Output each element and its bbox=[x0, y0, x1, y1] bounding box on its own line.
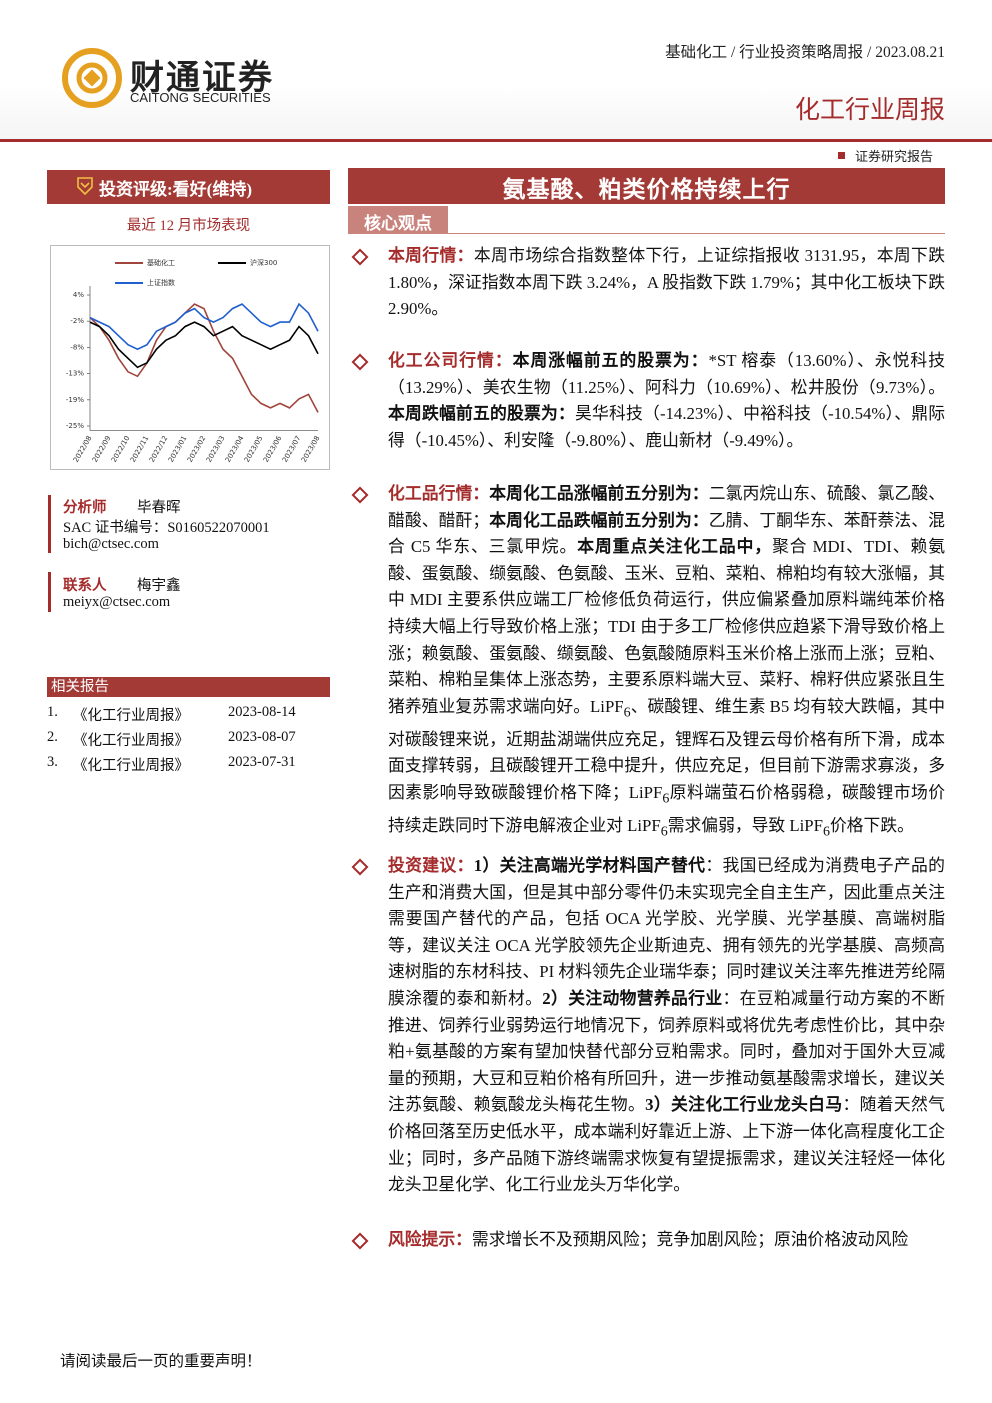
related-date: 2023-07-31 bbox=[228, 754, 296, 770]
rating-box bbox=[47, 170, 330, 204]
section-tab bbox=[348, 206, 448, 234]
bullet-icon bbox=[351, 486, 369, 504]
body-text: 乙腈、丁酮华东、苯酐萘法、混合 C5 华东、三氯甲烷。 bbox=[388, 510, 945, 557]
analyst-role: 分析师 bbox=[63, 500, 107, 516]
section: 核心观点 bbox=[364, 214, 432, 233]
contact-rule bbox=[48, 572, 51, 612]
bullet-label: 投资建议： bbox=[388, 856, 474, 875]
footer-note: 请阅读最后一页的重要声明！ bbox=[60, 1353, 262, 1370]
analyst-rule bbox=[48, 495, 51, 553]
series-line bbox=[89, 302, 319, 351]
series-line bbox=[89, 303, 319, 413]
y-tick-label: -8% bbox=[70, 343, 84, 351]
bullet-icon bbox=[351, 1232, 369, 1250]
bullet-label: 化工品行情： bbox=[388, 484, 490, 503]
bullet-label: 风险提示： bbox=[388, 1230, 472, 1249]
body-text: 昊华科技（-14.23%）、中裕科技（-10.54%）、鼎际得（-10.45%）… bbox=[388, 404, 945, 450]
y-tick-label: -19% bbox=[66, 396, 84, 404]
bullet-paragraph: 化工公司行情：本周涨幅前五的股票为：*ST 榕泰（13.60%）、永悦科技（13… bbox=[351, 348, 945, 454]
bullet-icon bbox=[351, 248, 369, 266]
bold-text: 1）关注高端光学材料国产替代 bbox=[473, 856, 706, 875]
body-text: 需求偏弱，导致 LiPF bbox=[667, 815, 823, 835]
y-tick-label: -13% bbox=[66, 370, 84, 378]
legend-label: 上证指数 bbox=[147, 278, 175, 287]
header bbox=[0, 0, 992, 141]
body-text: 6 bbox=[822, 824, 830, 840]
chart-caption: 最近 12 月市场表现 bbox=[126, 218, 251, 234]
related-date: 2023-08-07 bbox=[228, 729, 296, 745]
main-title: 氨基酸、粕类价格持续上行 bbox=[502, 177, 791, 202]
bold-text: 2）关注动物营养品行业 bbox=[542, 988, 723, 1008]
body-text: 6 bbox=[623, 705, 631, 721]
body-text: 聚合 MDI、TDI、赖氨酸、蛋氨酸、缬氨酸、色氨酸、玉米、豆粕、菜粕、棉粕均有… bbox=[388, 537, 945, 716]
analyst-cert: SAC 证书编号：S0160522070001 bbox=[63, 520, 270, 536]
label-square bbox=[838, 152, 845, 159]
related-no: 1. bbox=[47, 704, 58, 720]
bold-text: 本周化工品跌幅前五分别为： bbox=[489, 510, 709, 530]
analyst-name: 毕春晖 bbox=[137, 500, 181, 516]
bullet-label: 本周行情： bbox=[388, 246, 474, 265]
related-title: 相关报告 bbox=[47, 677, 330, 697]
legend-label: 基础化工 bbox=[147, 258, 175, 267]
rating: 投资评级:看好(维持) bbox=[99, 180, 252, 199]
logo-icon bbox=[62, 48, 122, 108]
contact-role: 联系人 bbox=[63, 578, 107, 594]
body-text: ：在豆粕减量行动方案的不断推进、饲养行业弱势运行地情况下，饲养原料或将优先考虑性… bbox=[388, 988, 945, 1115]
bullet-paragraph: 本周行情：本周市场综合指数整体下行，上证综指报收 3131.95，本周下跌 1.… bbox=[351, 243, 945, 323]
analyst-email: bich@ctsec.com bbox=[63, 536, 159, 552]
body-text: *ST 榕泰（13.60%）、永悦科技（13.29%）、美农生物（11.25%）… bbox=[388, 351, 945, 397]
x-tick-label: 2023/08 bbox=[300, 435, 321, 464]
contact-email: meiyx@ctsec.com bbox=[63, 594, 171, 610]
body-text: 价格下跌。 bbox=[829, 815, 914, 835]
market-chart: 4%-2%-8%-13%-19%-25%2022/082022/092022/1… bbox=[50, 245, 330, 470]
body-text: 原料端萤石价格弱稳，碳酸锂市场价持续走跌同时下游电解液企业对 LiPF bbox=[388, 782, 945, 835]
y-tick-label: 4% bbox=[73, 291, 84, 299]
bullet-paragraph: 化工品行情：本周化工品涨幅前五分别为：二氯丙烷山东、硫酸、氯乙酸、醋酸、醋酐；本… bbox=[351, 481, 945, 846]
breadcrumb: 基础化工 / 行业投资策略周报 / 2023.08.21 bbox=[665, 44, 945, 61]
rating-icon bbox=[77, 177, 93, 195]
logo-en: CAITONG SECURITIES bbox=[130, 90, 271, 105]
section-rule bbox=[448, 233, 945, 234]
body-text: ：随着天然气价格回落至历史低水平，成本端利好靠近上游、上下游一体化高程度化工企业… bbox=[388, 1095, 945, 1195]
related-no: 3. bbox=[47, 754, 58, 770]
bullet-icon bbox=[351, 353, 369, 371]
related-title: 《化工行业周报》 bbox=[73, 733, 189, 749]
body-text: ：我国已经成为消费电子产品的生产和消费大国，但是其中部分零件仍未实现完全自主生产… bbox=[388, 856, 945, 1008]
bullet-paragraph: 风险提示：需求增长不及预期风险；竞争加剧风险；原油价格波动风险 bbox=[351, 1227, 945, 1254]
contact-name: 梅宇鑫 bbox=[137, 578, 181, 594]
y-tick-label: -25% bbox=[66, 422, 84, 430]
bullet-icon bbox=[351, 858, 369, 876]
related-title: 《化工行业周报》 bbox=[73, 758, 189, 774]
chart-frame bbox=[50, 245, 330, 470]
logo-cn: 财通证券 bbox=[130, 58, 274, 98]
bullet-label: 化工公司行情： bbox=[388, 351, 513, 370]
legend-label: 沪深300 bbox=[250, 258, 277, 267]
related-date: 2023-08-14 bbox=[228, 704, 296, 720]
series-line bbox=[89, 321, 319, 369]
body-text: 6 bbox=[660, 824, 668, 840]
bold-text: 本周跌幅前五的股票为： bbox=[388, 404, 575, 424]
body-text: 6 bbox=[662, 791, 670, 807]
related-no: 2. bbox=[47, 729, 58, 745]
bold-text: 本周化工品涨幅前五分别为： bbox=[489, 484, 709, 503]
bullet-paragraph: 投资建议：1）关注高端光学材料国产替代：我国已经成为消费电子产品的生产和消费大国… bbox=[351, 853, 945, 1199]
bold-text: 本周重点关注化工品中， bbox=[577, 537, 773, 557]
report-type: 化工行业周报 bbox=[794, 97, 945, 124]
bold-text: 本周涨幅前五的股票为： bbox=[512, 351, 709, 370]
related-title: 《化工行业周报》 bbox=[73, 708, 189, 724]
header-rule bbox=[0, 139, 992, 142]
body-text: 需求增长不及预期风险；竞争加剧风险；原油价格波动风险 bbox=[471, 1230, 909, 1249]
body-text: 本周市场综合指数整体下行，上证综指报收 3131.95，本周下跌 1.80%，深… bbox=[388, 246, 945, 319]
report-label: 证券研究报告 bbox=[855, 149, 934, 164]
body-text: 、碳酸锂、维生素 B5 均有较大跌幅，其中对碳酸锂来说，近期盐湖端供应充足，锂辉… bbox=[388, 696, 945, 802]
body-text: 二氯丙烷山东、硫酸、氯乙酸、醋酸、醋酐； bbox=[388, 484, 945, 530]
bold-text: 3）关注化工行业龙头白马 bbox=[645, 1095, 843, 1115]
title-bar bbox=[348, 168, 945, 204]
y-tick-label: -2% bbox=[70, 317, 84, 325]
